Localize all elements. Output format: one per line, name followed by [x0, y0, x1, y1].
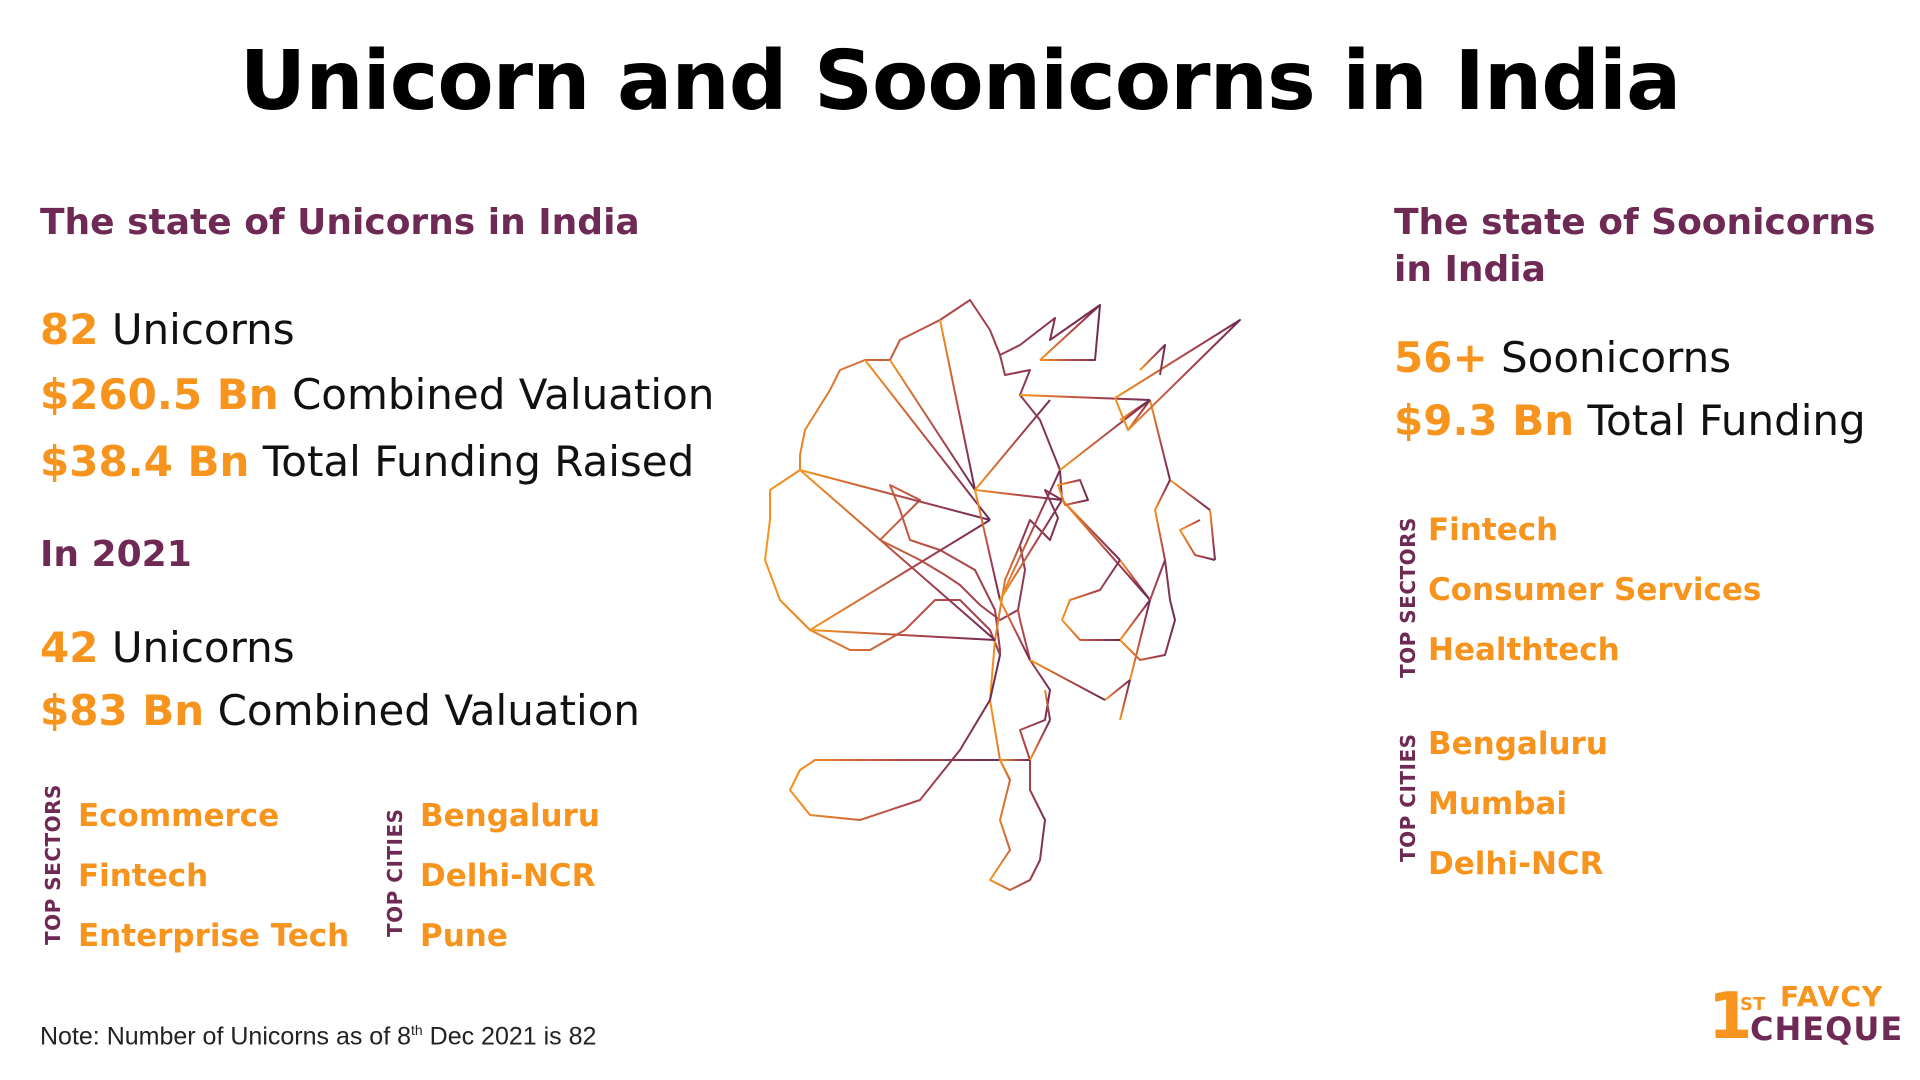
city-item: Delhi-NCR: [1428, 846, 1604, 882]
geometric-unicorn-head-icon: [764, 299, 1241, 891]
unicorn-stat-funding: $38.4 Bn Total Funding Raised: [40, 437, 694, 486]
stat-value: $260.5 Bn: [40, 370, 279, 419]
city-item: Delhi-NCR: [420, 858, 596, 894]
soonicorns-heading-line1: The state of Soonicorns: [1394, 202, 1876, 243]
logo-cheque: CHEQUE: [1750, 1010, 1904, 1048]
unicorns-heading: The state of Unicorns in India: [40, 202, 640, 243]
year-heading: In 2021: [40, 534, 192, 575]
sector-item: Enterprise Tech: [78, 918, 350, 954]
stat-value: 82: [40, 305, 99, 354]
stat-value: $83 Bn: [40, 686, 205, 735]
city-item: Bengaluru: [420, 798, 600, 834]
soonicorns-heading-line2: in India: [1394, 249, 1546, 290]
footnote-sup: th: [411, 1022, 423, 1038]
soonicorn-stat-count: 56+ Soonicorns: [1394, 333, 1731, 382]
footnote-suffix: Dec 2021 is 82: [422, 1022, 597, 1051]
sector-item: Healthtech: [1428, 632, 1620, 668]
footnote: Note: Number of Unicorns as of 8th Dec 2…: [40, 1022, 596, 1051]
sector-item: Fintech: [1428, 512, 1559, 548]
stat-label: Combined Valuation: [217, 686, 640, 735]
stat-value: 56+: [1394, 333, 1488, 382]
top-sectors-label: TOP SECTORS: [41, 784, 65, 945]
top-cities-label: TOP CITIES: [1396, 733, 1420, 862]
footnote-prefix: Note: Number of Unicorns as of 8: [40, 1022, 411, 1051]
sector-item: Fintech: [78, 858, 209, 894]
logo-one: 1: [1708, 980, 1753, 1054]
stat-value: $9.3 Bn: [1394, 396, 1575, 445]
stat-label: Total Funding Raised: [262, 437, 695, 486]
year-stat-valuation: $83 Bn Combined Valuation: [40, 686, 640, 735]
city-item: Mumbai: [1428, 786, 1567, 822]
logo-st: ST: [1740, 994, 1766, 1015]
stat-label: Combined Valuation: [291, 370, 715, 419]
city-item: Bengaluru: [1428, 726, 1608, 762]
soonicorns-heading: The state of Soonicorns in India: [1394, 202, 1875, 290]
stat-label: Unicorns: [111, 305, 295, 354]
city-item: Pune: [420, 918, 508, 954]
stat-label: Unicorns: [111, 623, 295, 672]
page-title: Unicorn and Soonicorns in India: [239, 34, 1682, 129]
stat-value: $38.4 Bn: [40, 437, 250, 486]
stat-label: Total Funding: [1587, 396, 1866, 445]
year-stat-count: 42 Unicorns: [40, 623, 295, 672]
unicorn-stat-valuation: $260.5 Bn Combined Valuation: [40, 370, 714, 419]
sector-item: Consumer Services: [1428, 572, 1762, 608]
stat-value: 42: [40, 623, 99, 672]
logo-favcy: FAVCY: [1780, 980, 1884, 1013]
top-sectors-label: TOP SECTORS: [1396, 517, 1420, 678]
favcy-1st-cheque-logo: 1 ST FAVCY CHEQUE: [1708, 980, 1902, 1054]
unicorn-stat-count: 82 Unicorns: [40, 305, 295, 354]
soonicorn-stat-funding: $9.3 Bn Total Funding: [1394, 396, 1866, 445]
sector-item: Ecommerce: [78, 798, 280, 834]
top-cities-label: TOP CITIES: [383, 808, 407, 937]
stat-label: Soonicorns: [1501, 333, 1732, 382]
